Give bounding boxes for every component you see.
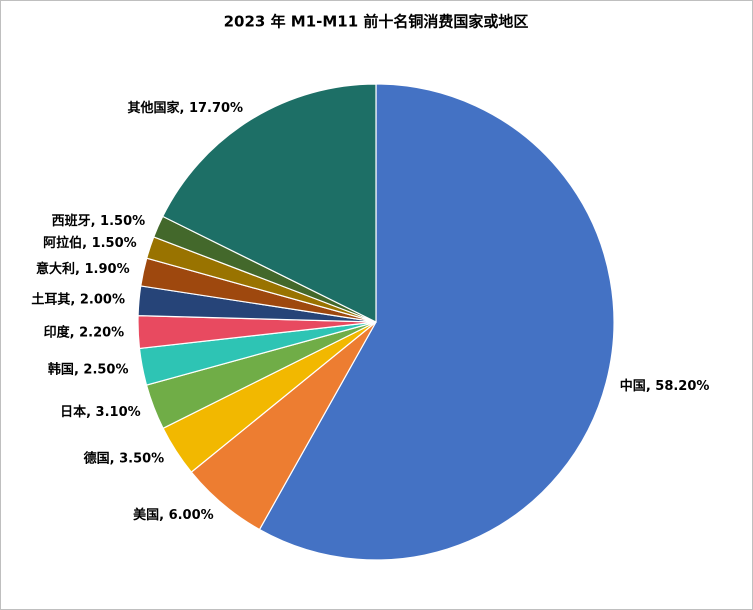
slice-label: 西班牙, 1.50% (52, 212, 146, 228)
category-label: 印度 (44, 324, 71, 340)
slice-label: 阿拉伯, 1.50% (43, 235, 137, 251)
value-label: 1.90% (85, 262, 130, 277)
category-label: 日本 (60, 404, 86, 420)
pie: 中国, 58.20% 美国, 6.00% 德国, 3.50% 日本, 3.10% 韩国,… (31, 83, 710, 561)
slice-label: 其他国家, 17.70% (127, 99, 243, 115)
value-label: 2.00% (80, 292, 125, 307)
value-label: 2.20% (79, 325, 124, 340)
category-label: 美国 (133, 506, 159, 522)
slice-label: 日本, 3.10% (60, 404, 141, 420)
slice-label: 土耳其, 2.00% (31, 291, 125, 307)
slice-label: 中国, 58.20% (620, 377, 710, 393)
value-label: 58.20% (655, 378, 709, 393)
slice-label: 意大利, 1.90% (36, 261, 130, 277)
slice-label: 德国, 3.50% (84, 450, 165, 466)
chart-title: 2023 年 M1-M11 前十名铜消费国家或地区 (224, 13, 529, 31)
category-label: 阿拉伯 (43, 235, 82, 251)
slice-label: 美国, 6.00% (133, 506, 214, 522)
value-label: 6.00% (169, 507, 214, 522)
category-label: 韩国 (48, 361, 74, 377)
category-label: 西班牙 (52, 212, 91, 228)
category-label: 中国 (620, 377, 646, 393)
value-label: 2.50% (83, 362, 128, 377)
value-label: 3.50% (119, 451, 164, 466)
value-label: 17.70% (189, 100, 243, 115)
pie-slice (161, 83, 377, 323)
slice-label: 印度, 2.20% (44, 324, 125, 340)
value-label: 1.50% (92, 236, 137, 251)
category-label: 土耳其 (31, 291, 70, 307)
category-label: 德国 (84, 450, 110, 466)
slice-label: 韩国, 2.50% (48, 361, 129, 377)
pie-slice (258, 83, 615, 561)
value-label: 3.10% (96, 405, 141, 420)
category-label: 意大利 (36, 261, 75, 277)
category-label: 其他国家 (127, 99, 180, 115)
value-label: 1.50% (100, 213, 145, 228)
